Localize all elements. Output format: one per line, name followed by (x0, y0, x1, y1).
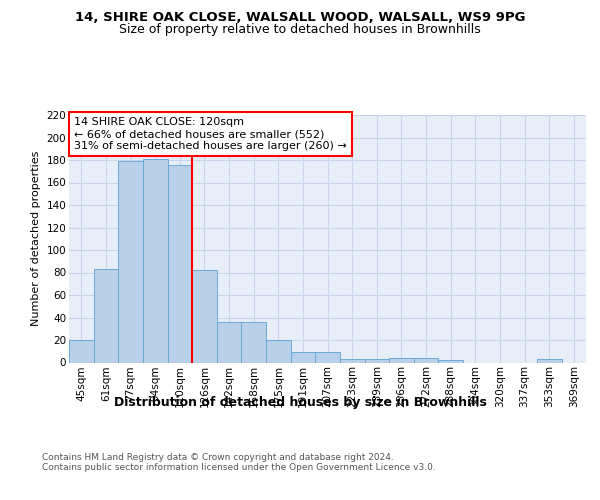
Bar (389, 358, 414, 362)
Bar (414, 358, 439, 362)
Bar (192, 270, 217, 362)
Bar (315, 352, 340, 362)
Bar (365, 359, 389, 362)
Text: 14 SHIRE OAK CLOSE: 120sqm
← 66% of detached houses are smaller (552)
31% of sem: 14 SHIRE OAK CLOSE: 120sqm ← 66% of deta… (74, 118, 347, 150)
Text: Distribution of detached houses by size in Brownhills: Distribution of detached houses by size … (113, 396, 487, 409)
Text: 14, SHIRE OAK CLOSE, WALSALL WOOD, WALSALL, WS9 9PG: 14, SHIRE OAK CLOSE, WALSALL WOOD, WALSA… (75, 11, 525, 24)
Bar (69, 340, 94, 362)
Bar (143, 159, 167, 362)
Y-axis label: Number of detached properties: Number of detached properties (31, 151, 41, 326)
Text: Contains HM Land Registry data © Crown copyright and database right 2024.
Contai: Contains HM Land Registry data © Crown c… (42, 453, 436, 472)
Bar (290, 352, 315, 362)
Bar (94, 269, 118, 362)
Bar (118, 161, 143, 362)
Bar (167, 164, 192, 362)
Bar (340, 359, 365, 362)
Bar (537, 359, 562, 362)
Text: Size of property relative to detached houses in Brownhills: Size of property relative to detached ho… (119, 24, 481, 36)
Bar (217, 322, 241, 362)
Bar (266, 340, 290, 362)
Bar (439, 360, 463, 362)
Bar (241, 322, 266, 362)
